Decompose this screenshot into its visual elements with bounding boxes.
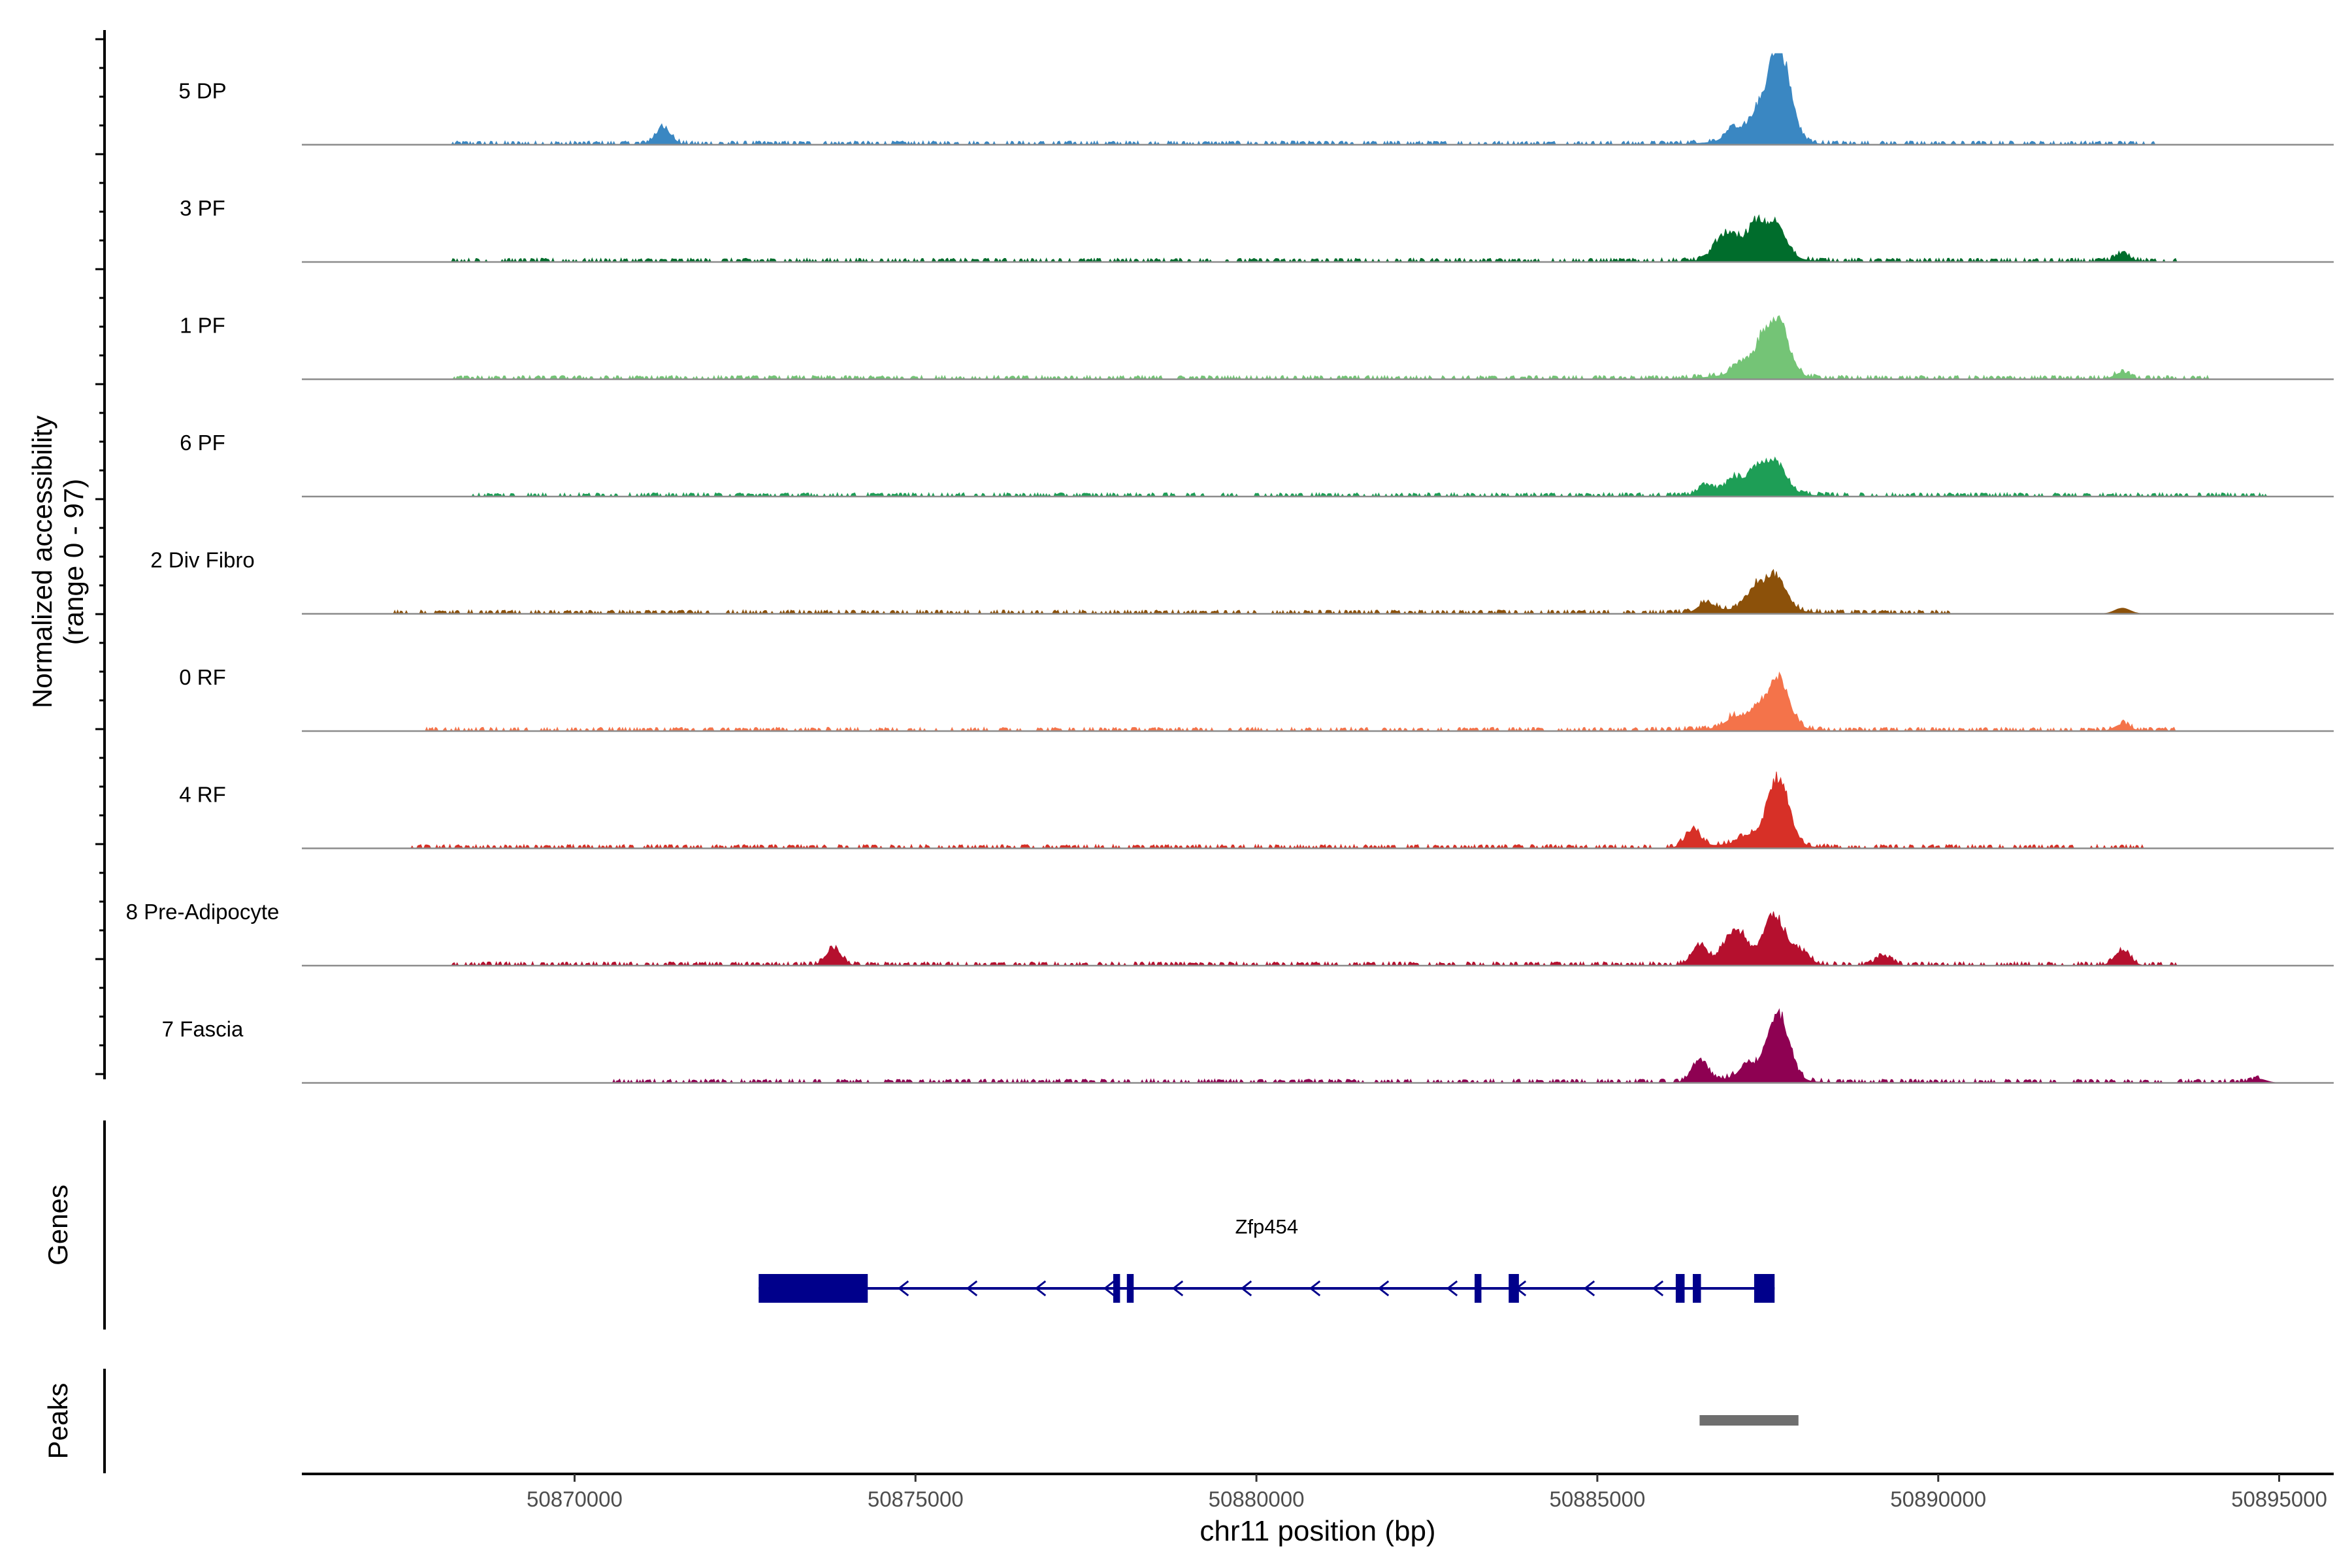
track-5-dp: 5 DP [178,52,2334,146]
strand-arrow [897,1280,909,1297]
track-label: 0 RF [179,665,226,689]
track-2-div-fibro: 2 Div Fibro [150,548,2334,615]
track-signal [302,1008,2334,1084]
gene-exon [1509,1274,1519,1303]
strand-arrow [1309,1280,1321,1297]
track-signal [302,214,2334,263]
track-3-pf: 3 PF [180,196,2334,263]
track-label: 5 DP [178,79,226,103]
track-0-rf: 0 RF [179,665,2334,732]
peak-regions [1699,1415,1799,1426]
strand-arrow [1034,1280,1047,1297]
gene-exon [1675,1274,1685,1303]
x-axis-ticks: 50870000 50875000 50880000 50885000 50890000… [527,1474,2327,1511]
strand-arrow [966,1280,978,1297]
x-tick-label: 50875000 [868,1487,964,1511]
track-signal [302,456,2334,498]
gene-exon [1754,1274,1775,1303]
x-tick-label: 50895000 [2231,1487,2327,1511]
x-tick-label: 50870000 [527,1487,623,1511]
strand-arrow [1103,1280,1115,1297]
track-signal [302,671,2334,732]
track-signal [302,315,2334,380]
track-signal [302,771,2334,849]
track-label: 3 PF [180,196,225,220]
track-8-pre-adipocyte: 8 Pre-Adipocyte [126,900,2334,967]
strand-arrow [1377,1280,1390,1297]
y-axis-title-line1: Normalized accessibility [27,416,57,708]
x-axis-title: chr11 position (bp) [1200,1515,1435,1547]
track-7-fascia: 7 Fascia [162,1008,2334,1084]
track-label: 7 Fascia [162,1017,244,1041]
gene-exon [1475,1274,1482,1303]
gene-name-label: Zfp454 [1235,1215,1298,1238]
x-tick-label: 50890000 [1890,1487,1986,1511]
tracks-y-ticks [95,38,105,1075]
track-label: 4 RF [179,783,226,807]
track-label: 8 Pre-Adipocyte [126,900,280,924]
strand-arrow [1446,1280,1458,1297]
track-label: 2 Div Fibro [150,548,255,572]
gene-model [759,1274,1775,1303]
gene-exon [1126,1274,1134,1303]
strand-arrow [1583,1280,1595,1297]
y-axis-title: Normalized accessibility (range 0 - 97) [27,416,89,708]
gene-exon [1692,1274,1701,1303]
track-label: 6 PF [180,431,225,455]
peak-region [1699,1415,1799,1426]
x-tick-label: 50885000 [1549,1487,1645,1511]
coverage-tracks: 5 DP 3 PF 1 PF 6 PF 2 Div Fibro 0 RF 4 RF 8 Pre… [126,52,2334,1084]
peaks-panel-title: Peaks [42,1383,73,1460]
track-1-pf: 1 PF [180,314,2334,380]
track-signal [302,911,2334,967]
strand-arrow [1171,1280,1184,1297]
track-signal [302,568,2334,615]
genes-panel-title: Genes [42,1184,73,1266]
strand-arrow [1240,1280,1252,1297]
gene-exon [759,1274,868,1303]
x-tick-label: 50880000 [1209,1487,1305,1511]
track-6-pf: 6 PF [180,431,2334,498]
strand-arrow [1652,1280,1664,1297]
y-axis-title-line2: (range 0 - 97) [58,479,89,645]
track-signal [302,52,2334,146]
gene-exon [1113,1274,1120,1303]
track-label: 1 PF [180,314,225,338]
track-4-rf: 4 RF [179,771,2334,849]
